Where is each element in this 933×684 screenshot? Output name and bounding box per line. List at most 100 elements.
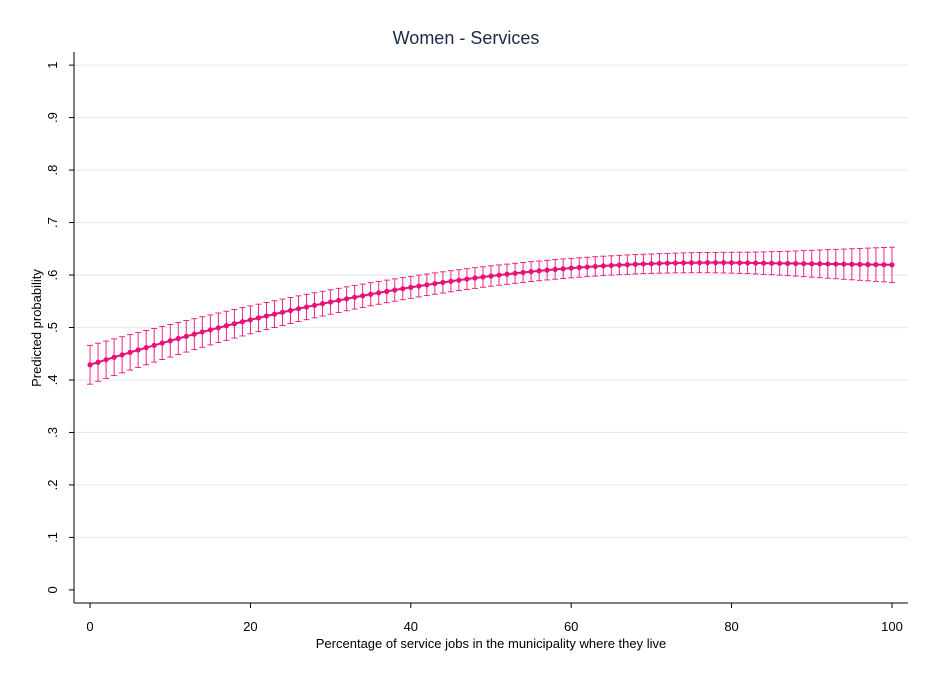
data-point bbox=[440, 279, 446, 286]
data-point bbox=[793, 260, 799, 267]
data-point bbox=[127, 349, 133, 355]
data-point bbox=[448, 278, 454, 284]
data-point bbox=[408, 284, 414, 290]
data-point bbox=[87, 362, 93, 368]
data-point bbox=[873, 261, 879, 268]
data-point bbox=[303, 304, 310, 310]
data-point bbox=[464, 276, 470, 282]
data-point bbox=[849, 261, 855, 267]
data-point bbox=[344, 296, 350, 302]
data-point bbox=[287, 307, 294, 314]
data-point bbox=[777, 260, 783, 266]
data-point bbox=[696, 260, 703, 266]
y-tick-label: 0 bbox=[45, 586, 60, 593]
x-tick-label: 80 bbox=[724, 619, 738, 634]
data-point bbox=[400, 286, 406, 292]
y-tick-label: .6 bbox=[45, 270, 60, 281]
data-point bbox=[392, 287, 398, 293]
y-tick-label: .9 bbox=[45, 112, 60, 123]
data-point bbox=[456, 277, 462, 283]
data-point bbox=[247, 317, 254, 323]
data-point bbox=[640, 261, 646, 267]
data-point bbox=[159, 340, 165, 346]
data-point bbox=[183, 333, 189, 339]
data-point bbox=[360, 293, 366, 299]
data-point bbox=[672, 260, 679, 266]
data-point bbox=[728, 260, 735, 266]
data-point bbox=[512, 270, 518, 276]
data-point bbox=[223, 323, 229, 329]
data-point bbox=[825, 261, 831, 267]
data-point bbox=[536, 268, 542, 274]
data-point bbox=[472, 275, 478, 281]
data-point bbox=[167, 338, 173, 344]
data-point bbox=[199, 329, 205, 335]
data-point bbox=[352, 294, 358, 300]
data-point bbox=[488, 273, 494, 279]
data-point bbox=[616, 262, 622, 268]
data-point bbox=[336, 297, 342, 303]
y-tick-label: .3 bbox=[45, 427, 60, 438]
data-point bbox=[584, 264, 590, 270]
x-axis-label: Percentage of service jobs in the munici… bbox=[316, 636, 666, 651]
data-point bbox=[191, 331, 197, 337]
data-point bbox=[271, 311, 278, 317]
data-point bbox=[255, 315, 262, 321]
y-tick-label: 1 bbox=[45, 62, 60, 69]
data-point bbox=[295, 306, 302, 312]
data-point bbox=[769, 260, 775, 266]
data-point bbox=[833, 261, 839, 267]
data-point bbox=[416, 283, 422, 289]
data-point bbox=[600, 263, 606, 269]
data-point bbox=[881, 262, 887, 268]
data-point bbox=[328, 299, 334, 305]
data-point bbox=[528, 269, 534, 275]
data-point bbox=[143, 345, 149, 351]
data-point bbox=[865, 261, 871, 268]
y-tick-label: .5 bbox=[45, 322, 60, 333]
data-point bbox=[801, 261, 807, 267]
data-point bbox=[103, 357, 109, 363]
data-point bbox=[576, 264, 582, 271]
data-point bbox=[720, 260, 727, 266]
y-axis-ticks: 0 .1 .2 .3 .4 .5 .6 .7 .8 .9 1 bbox=[45, 62, 74, 593]
data-point bbox=[745, 260, 751, 266]
data-point bbox=[608, 262, 614, 269]
data-point bbox=[568, 265, 574, 271]
x-tick-label: 20 bbox=[243, 619, 257, 634]
data-point bbox=[544, 267, 550, 273]
series-points bbox=[87, 260, 895, 368]
data-point bbox=[817, 261, 823, 267]
data-point bbox=[424, 282, 430, 288]
data-point bbox=[496, 272, 502, 278]
data-point bbox=[841, 261, 847, 267]
data-point bbox=[432, 280, 438, 287]
data-point bbox=[95, 359, 101, 365]
data-point bbox=[263, 313, 270, 319]
x-tick-label: 0 bbox=[86, 619, 93, 634]
chart-title: Women - Services bbox=[393, 28, 540, 48]
data-point bbox=[215, 325, 221, 331]
y-tick-label: .8 bbox=[45, 165, 60, 176]
data-point bbox=[504, 271, 510, 277]
data-point bbox=[753, 260, 759, 266]
data-point bbox=[135, 347, 141, 353]
data-point bbox=[785, 260, 791, 267]
data-point bbox=[648, 261, 654, 267]
data-point bbox=[680, 260, 687, 266]
y-tick-label: .7 bbox=[45, 217, 60, 228]
data-point bbox=[119, 352, 125, 358]
data-point bbox=[656, 260, 663, 267]
data-point bbox=[175, 335, 181, 342]
y-tick-label: .1 bbox=[45, 532, 60, 543]
data-point bbox=[552, 266, 558, 273]
data-point bbox=[592, 263, 598, 270]
y-tick-label: .2 bbox=[45, 480, 60, 491]
data-point bbox=[624, 262, 630, 268]
data-point bbox=[368, 291, 374, 297]
data-point bbox=[761, 260, 767, 266]
data-point bbox=[319, 301, 326, 307]
data-point bbox=[311, 302, 318, 308]
